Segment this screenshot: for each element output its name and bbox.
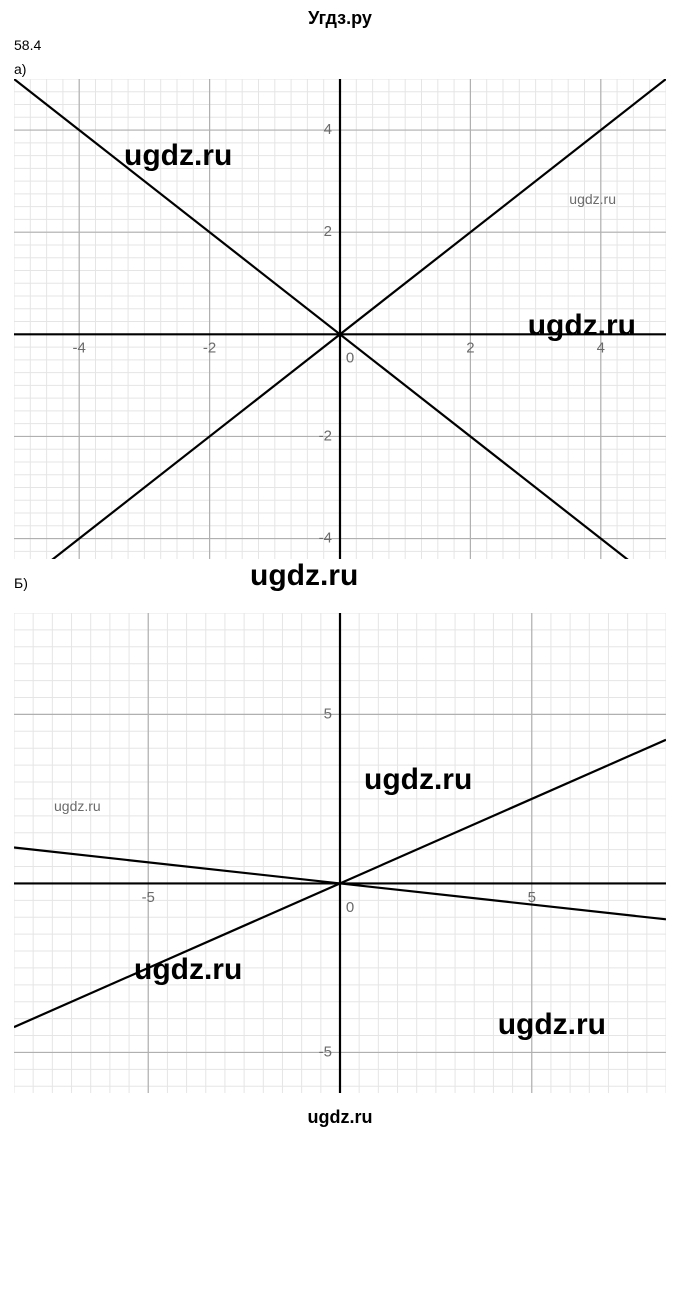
svg-text:-5: -5: [319, 1043, 332, 1060]
chart-a-container: -4-2024-4-224 ugdz.ru ugdz.ru ugdz.ru: [14, 79, 666, 559]
page-footer: ugdz.ru: [0, 1103, 680, 1138]
chart-a: -4 -2 0 2 4 -4 -2 2 4: [14, 79, 666, 559]
svg-text:4: 4: [324, 121, 332, 138]
svg-text:0: 0: [346, 899, 354, 916]
svg-text:-4: -4: [319, 530, 332, 547]
svg-text:-2: -2: [203, 340, 216, 357]
chart-b-container: -505-55 ugdz.ru ugdz.ru ugdz.ru ugdz.ru: [14, 613, 666, 1093]
svg-text:2: 2: [324, 223, 332, 240]
watermark-big: ugdz.ru: [250, 559, 358, 593]
svg-text:4: 4: [597, 340, 605, 357]
page-header: Угдз.ру: [0, 0, 680, 33]
svg-text:-2: -2: [319, 427, 332, 444]
svg-text:-4: -4: [73, 340, 86, 357]
svg-text:5: 5: [324, 705, 332, 722]
chart-b: -505-55: [14, 613, 666, 1093]
subpart-a-label: а): [0, 55, 680, 79]
svg-text:2: 2: [466, 340, 474, 357]
svg-text:-5: -5: [142, 889, 155, 906]
svg-text:0: 0: [346, 350, 354, 367]
subpart-b-label: Б): [0, 569, 28, 593]
problem-number: 58.4: [0, 33, 680, 55]
